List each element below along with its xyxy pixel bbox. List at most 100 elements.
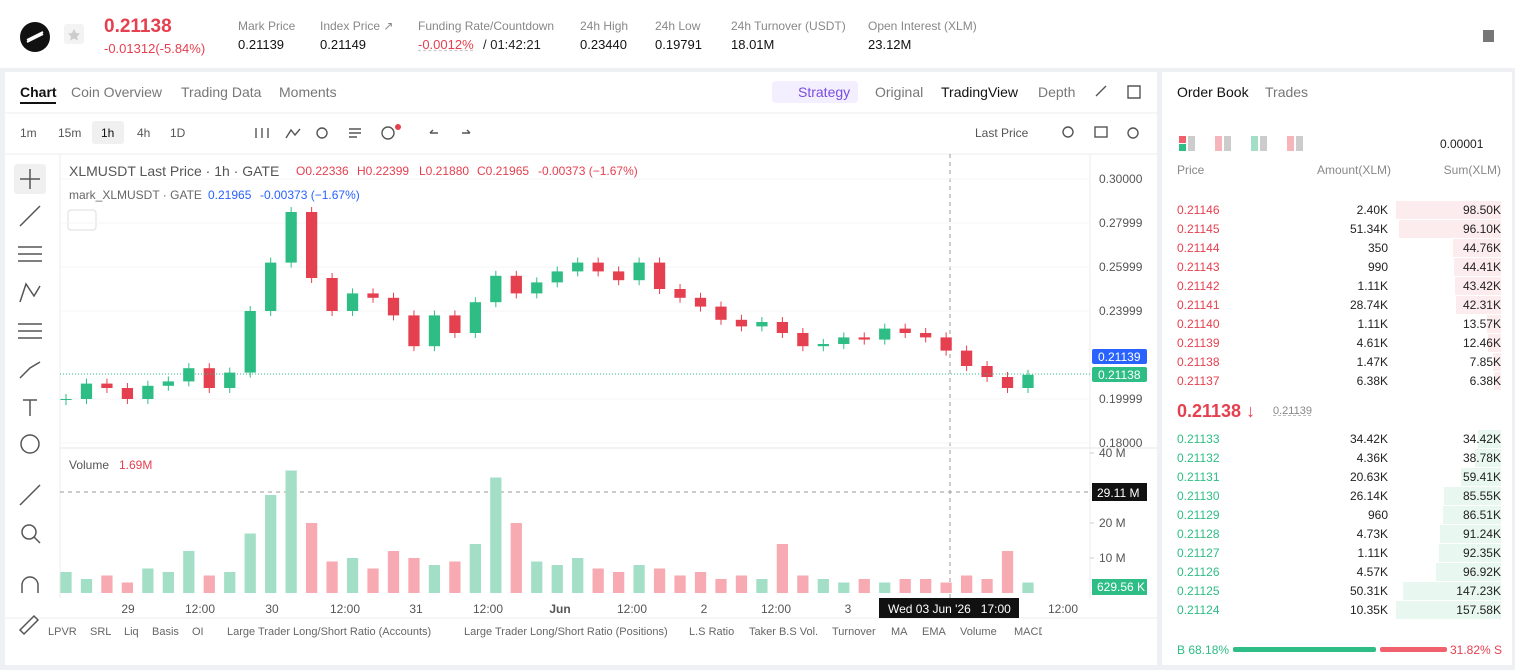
y-tick-label: 0.18000 bbox=[1099, 436, 1143, 450]
book-mode-icons[interactable] bbox=[1179, 136, 1303, 151]
volume-bar bbox=[469, 544, 481, 593]
volume-bar bbox=[756, 579, 768, 593]
candle bbox=[326, 278, 338, 311]
candle bbox=[305, 212, 318, 278]
interval[interactable]: 1h bbox=[101, 126, 115, 140]
volume-bar bbox=[735, 575, 748, 593]
indicator[interactable]: EMA bbox=[922, 626, 946, 638]
view-option[interactable]: Original bbox=[875, 84, 924, 100]
volume-bar bbox=[449, 561, 461, 593]
book-sum: 86.51K bbox=[1462, 508, 1501, 522]
indicator[interactable]: Liq bbox=[124, 626, 139, 638]
candle bbox=[346, 293, 359, 311]
indicator[interactable]: MACD bbox=[1014, 626, 1042, 638]
mid-price: 0.21138 ↓ bbox=[1177, 401, 1256, 421]
candle bbox=[387, 297, 400, 316]
book-amount: 1.11K bbox=[1357, 279, 1388, 293]
book-amount: 990 bbox=[1367, 260, 1388, 274]
depth-bar bbox=[1478, 430, 1501, 448]
interval[interactable]: 15m bbox=[58, 126, 82, 140]
col-head: Price bbox=[1177, 163, 1205, 177]
y-tick-label: 0.19999 bbox=[1099, 392, 1143, 407]
tv-logo bbox=[70, 548, 108, 586]
indicator[interactable]: SRL bbox=[90, 626, 112, 638]
stat-label: 24h Turnover (USDT) bbox=[731, 19, 846, 33]
indicator[interactable]: MA bbox=[891, 626, 908, 638]
book-price: 0.21126 bbox=[1177, 565, 1220, 579]
candle bbox=[142, 385, 154, 399]
legend-title: XLMUSDT Last Price · 1h · GATE bbox=[69, 163, 280, 179]
indicator[interactable]: Basis bbox=[152, 626, 179, 638]
stat-label: Index Price ↗ bbox=[320, 19, 394, 33]
tab[interactable]: Chart bbox=[20, 84, 57, 100]
book-tab[interactable]: Order Book bbox=[1177, 84, 1249, 100]
tab[interactable]: Moments bbox=[279, 84, 337, 100]
candle bbox=[960, 350, 973, 366]
interval[interactable]: 1D bbox=[170, 126, 186, 140]
last-tag: 0.21138 bbox=[1098, 367, 1141, 382]
depth-bar bbox=[1443, 506, 1501, 524]
precision[interactable]: 0.00001 bbox=[1440, 137, 1484, 151]
col-head: Sum(XLM) bbox=[1443, 163, 1501, 177]
book-price: 0.21146 bbox=[1177, 203, 1220, 217]
candle bbox=[121, 388, 134, 399]
book-amount: 4.61K bbox=[1356, 336, 1388, 350]
book-price: 0.21145 bbox=[1177, 222, 1220, 236]
indicator[interactable]: OI bbox=[192, 626, 204, 638]
indicator[interactable]: Taker B.S Vol. bbox=[749, 626, 819, 638]
interval[interactable]: 4h bbox=[137, 126, 151, 140]
indicator[interactable]: Large Trader Long/Short Ratio (Accounts) bbox=[227, 626, 432, 638]
x-tick-label: 30 bbox=[265, 602, 279, 616]
indicator[interactable]: LPVR bbox=[48, 626, 77, 638]
interval-active bbox=[92, 121, 124, 144]
indicator[interactable]: Volume bbox=[960, 626, 997, 638]
price-type[interactable]: Last Price bbox=[975, 126, 1029, 140]
mid-mark: 0.21139 bbox=[1273, 405, 1312, 417]
book-tab[interactable]: Trades bbox=[1265, 84, 1309, 100]
x-tick-label: 12:00 bbox=[760, 602, 792, 616]
volume-bar bbox=[387, 551, 400, 593]
book-amount: 4.57K bbox=[1356, 565, 1388, 579]
tab[interactable]: Coin Overview bbox=[71, 84, 163, 100]
stat-value: 0.21139 bbox=[238, 37, 285, 52]
book-sum: 13.57K bbox=[1462, 317, 1501, 331]
collapse-btn[interactable] bbox=[67, 209, 97, 231]
notify-dot bbox=[395, 124, 401, 130]
drawing-tools[interactable] bbox=[14, 164, 46, 636]
volume-bar bbox=[940, 582, 952, 593]
book-sum: 96.10K bbox=[1462, 222, 1501, 236]
view-option[interactable]: Depth bbox=[1038, 84, 1076, 100]
volume-tick-label: 40 M bbox=[1099, 446, 1126, 460]
book-price: 0.21129 bbox=[1177, 508, 1220, 522]
toolbar-icons[interactable] bbox=[255, 85, 1141, 140]
tab[interactable]: Trading Data bbox=[181, 84, 262, 100]
book-amount: 350 bbox=[1367, 241, 1388, 255]
book-icon[interactable] bbox=[1483, 30, 1494, 42]
view-option[interactable]: TradingView bbox=[941, 84, 1019, 100]
book-amount: 50.31K bbox=[1349, 584, 1388, 598]
stat-value: -0.0012% bbox=[418, 37, 474, 52]
candle bbox=[920, 333, 932, 338]
indicator[interactable]: L.S Ratio bbox=[689, 626, 735, 638]
interval[interactable]: 1m bbox=[20, 126, 37, 140]
view-option[interactable]: Strategy bbox=[798, 84, 851, 100]
book-sum: 147.23K bbox=[1456, 584, 1501, 598]
candle bbox=[1022, 374, 1034, 388]
book-price: 0.21132 bbox=[1177, 451, 1220, 465]
legend-mark-change: -0.00373 (−1.67%) bbox=[260, 188, 360, 202]
candle bbox=[838, 337, 850, 344]
book-amount: 28.74K bbox=[1349, 298, 1388, 312]
indicator[interactable]: Large Trader Long/Short Ratio (Positions… bbox=[464, 626, 668, 638]
candle bbox=[531, 282, 543, 294]
indicator[interactable]: Turnover bbox=[832, 626, 876, 638]
candle bbox=[162, 381, 174, 386]
time-tag-bg bbox=[879, 598, 1019, 618]
book-sum: 43.42K bbox=[1462, 279, 1501, 293]
stat-value: 0.21149 bbox=[320, 37, 367, 52]
volume-label: Volume bbox=[69, 458, 110, 472]
candle bbox=[469, 302, 481, 333]
book-price: 0.21139 bbox=[1177, 336, 1220, 350]
sell-ratio: 31.82% S bbox=[1450, 643, 1503, 657]
depth-bar bbox=[1487, 315, 1501, 333]
